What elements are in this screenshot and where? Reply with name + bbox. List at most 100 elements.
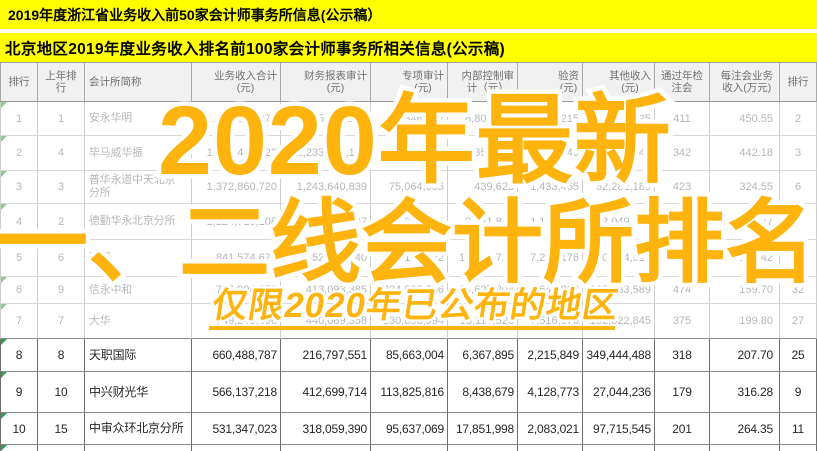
cell-prev-year-rank: 10 xyxy=(38,372,85,413)
cell-capital-verification: 2,083,021 xyxy=(518,413,583,445)
cell-cpa-count: 474 xyxy=(655,277,710,304)
cell-partial-row xyxy=(0,445,38,451)
cell-revenue-per-cpa: 159.70 xyxy=(710,277,780,304)
cell-total-revenue: 1,224,710,108 xyxy=(192,204,281,240)
cell-other-income: 27,044,236 xyxy=(583,372,655,413)
cell-rank: 4 xyxy=(0,204,38,240)
cell-cpa-count: 342 xyxy=(655,136,710,171)
col-header-total-revenue: 业务收入合计 (元) xyxy=(192,63,281,102)
cell-rank-secondary: 25 xyxy=(780,339,817,372)
col-header-revenue-per-cpa: 每注会业务 收入(万元) xyxy=(710,63,780,102)
col-header-capital-verification: 验资 (元) xyxy=(518,63,583,102)
cell-other-income: 52,282,189 xyxy=(583,171,655,204)
cell-rank: 6 xyxy=(0,277,38,304)
cell-total-revenue: 749,245,696 xyxy=(192,304,281,339)
cell-total-revenue: 531,347,023 xyxy=(192,413,281,445)
cell-total-revenue: 566,137,218 xyxy=(192,372,281,413)
cell-cpa-count: 375 xyxy=(655,304,710,339)
col-header-rank-secondary: 排行 xyxy=(780,63,817,102)
col-header-firm-name: 会计所简称 xyxy=(85,63,192,102)
banner-zhejiang-title: 2019年度浙江省业务收入前50家会计师事务所信息(公示稿） xyxy=(0,0,817,29)
cell-rank: 7 xyxy=(0,304,38,339)
cell-partial-row xyxy=(448,445,518,451)
overlay-title-text: 2020年最新 xyxy=(158,86,672,195)
error-indicator-triangle xyxy=(1,171,7,177)
cell-internal-control-audit: 18,117,523 xyxy=(448,304,518,339)
cell-internal-control-audit: 8,803,369 xyxy=(448,102,518,136)
banner-beijing-text: 北京地区2019年度业务收入排名前100家会计师事务所相关信息(公示稿) xyxy=(5,40,505,58)
cell-other-income: 103,533,589 xyxy=(583,277,655,304)
cell-cpa-count: 383 xyxy=(655,204,710,240)
cell-partial-row xyxy=(655,445,710,451)
cell-firm-name: 天职国际 xyxy=(85,339,192,372)
cell-partial-row xyxy=(583,445,655,451)
cell-partial-row xyxy=(710,445,780,451)
cell-financial-statement-audit: 318,059,390 xyxy=(281,413,371,445)
error-indicator-triangle xyxy=(1,445,7,451)
cell-revenue-per-cpa: 184.42 xyxy=(710,240,780,277)
cell-partial-row xyxy=(85,445,192,451)
col-header-rank: 排行 xyxy=(0,63,38,102)
cell-rank: 3 xyxy=(0,171,38,204)
cell-financial-statement-audit: 452,953,640 xyxy=(281,240,371,277)
cell-rank-secondary: 27 xyxy=(780,304,817,339)
cell-partial-row xyxy=(38,445,85,451)
cell-capital-verification: 7,243,176 xyxy=(518,240,583,277)
col-header-financial-statement-audit: 财务报表审计 (元) xyxy=(281,63,371,102)
overlay-ranking-outline: 一、二线会计所排名 xyxy=(0,193,817,294)
cell-special-audit: 95,637,069 xyxy=(371,413,448,445)
cell-firm-name: 毕马威华振 xyxy=(85,136,192,171)
cell-cpa-count: 179 xyxy=(655,372,710,413)
cell-firm-name: 大华 xyxy=(85,304,192,339)
error-indicator-triangle xyxy=(1,277,7,283)
error-indicator-triangle xyxy=(1,372,7,378)
error-indicator-triangle xyxy=(1,102,7,108)
cell-revenue-per-cpa: 264.35 xyxy=(710,413,780,445)
cell-revenue-per-cpa: 442.18 xyxy=(710,136,780,171)
cell-total-revenue: 1,851,010,074 xyxy=(192,102,281,136)
cell-financial-statement-audit: 412,699,714 xyxy=(281,372,371,413)
cell-rank-secondary: 9 xyxy=(780,372,817,413)
cell-rank: 5 xyxy=(0,240,38,277)
cell-prev-year-rank: 2 xyxy=(38,204,85,240)
cell-special-audit: 126,154,222 xyxy=(371,240,448,277)
cell-other-income: 152,822,845 xyxy=(583,304,655,339)
cell-rank: 10 xyxy=(0,413,38,445)
error-indicator-triangle xyxy=(1,304,7,310)
cell-partial-row xyxy=(281,445,371,451)
col-header-cpa-count: 通过年检 注会 xyxy=(655,63,710,102)
cell-internal-control-audit: 14,627,204 xyxy=(448,277,518,304)
error-indicator-triangle xyxy=(1,339,7,345)
cell-internal-control-audit: 2,351,404 xyxy=(448,136,518,171)
cell-special-audit: 276,912,697 xyxy=(371,136,448,171)
cell-total-revenue: 1,516,449,522 xyxy=(192,136,281,171)
cell-rank: 1 xyxy=(0,102,38,136)
col-header-other-income: 其他收入 (元) xyxy=(583,63,655,102)
error-indicator-triangle xyxy=(1,204,7,210)
cell-prev-year-rank: 7 xyxy=(38,304,85,339)
cell-financial-statement-audit: 440,089,358 xyxy=(281,304,371,339)
cell-firm-name: 信永中和 xyxy=(85,277,192,304)
cell-revenue-per-cpa: 199.80 xyxy=(710,304,780,339)
cell-financial-statement-audit: 968,413,797 xyxy=(281,204,371,240)
cell-capital-verification: 7,516,976 xyxy=(518,304,583,339)
col-header-internal-control-audit: 内部控制审 计（元） xyxy=(448,63,518,102)
cell-rank-secondary: 6 xyxy=(780,171,817,204)
error-indicator-triangle xyxy=(1,240,7,246)
cell-cpa-count: 423 xyxy=(655,171,710,204)
cell-prev-year-rank: 8 xyxy=(38,339,85,372)
cell-revenue-per-cpa: 324.55 xyxy=(710,171,780,204)
cell-total-revenue: 841,574,676 xyxy=(192,240,281,277)
cell-rank-secondary: 2 xyxy=(780,102,817,136)
overlay-subtitle-regions: 仅限2020年已公布的地区 仅限2020年已公布的地区 xyxy=(207,284,624,330)
cell-firm-name: 普华永道中天北京分所 xyxy=(85,171,192,204)
cell-rank: 8 xyxy=(0,339,38,372)
col-header-prev-year-rank: 上年排 行 xyxy=(38,63,85,102)
cell-total-revenue: 756,994,670 xyxy=(192,277,281,304)
cell-rank-secondary: 3 xyxy=(780,136,817,171)
cell-partial-row xyxy=(371,445,448,451)
overlay-subtitle-text: 仅限2020年已公布的地区 xyxy=(209,286,622,325)
cell-prev-year-rank: 6 xyxy=(38,240,85,277)
cell-capital-verification: 947,215 xyxy=(518,102,583,136)
cell-special-audit: 113,825,816 xyxy=(371,372,448,413)
